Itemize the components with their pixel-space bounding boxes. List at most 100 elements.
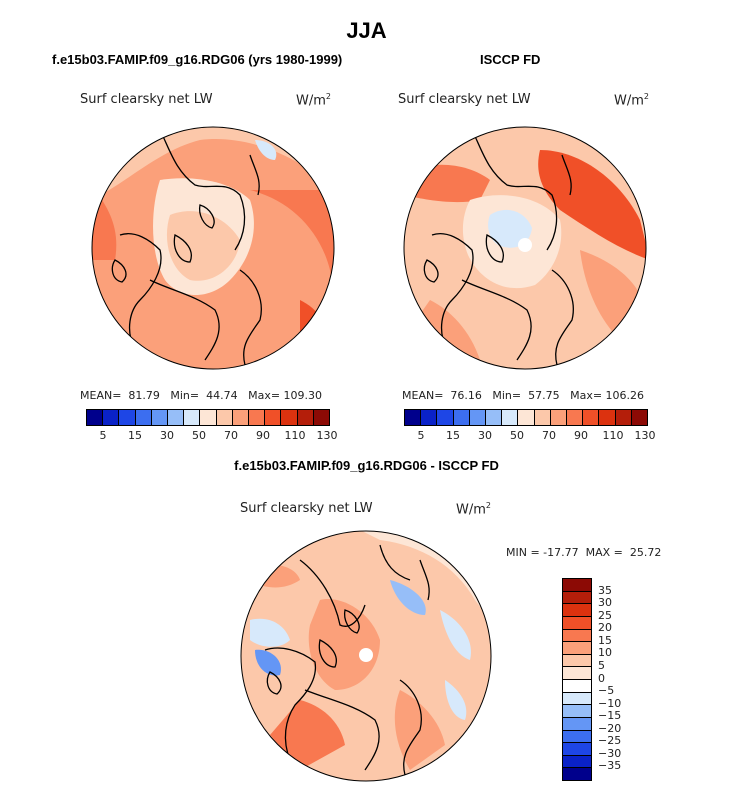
left-colorbar — [86, 409, 330, 426]
colorbar-swatch — [563, 705, 591, 718]
tick-label: −30 — [598, 746, 622, 760]
colorbar-swatch — [563, 730, 591, 744]
tick-label: 20 — [598, 621, 612, 635]
left-units-label: W/m2 — [296, 92, 331, 109]
left-panel-title: f.e15b03.FAMIP.f09_g16.RDG06 (yrs 1980-1… — [52, 52, 343, 67]
colorbar-swatch — [405, 410, 422, 425]
colorbar-swatch — [563, 629, 591, 643]
tick-label: 130 — [634, 429, 656, 442]
difference-colorbar-ticks: 35 30 25 20 15 10 5 0 −5 −10 −15 −20 −25 −30 −35 — [598, 578, 638, 779]
colorbar-swatch — [563, 667, 591, 680]
colorbar-swatch — [563, 642, 591, 655]
figure-title: JJA — [346, 18, 387, 43]
colorbar-swatch — [87, 410, 104, 425]
colorbar-swatch — [232, 410, 250, 425]
colorbar-swatch — [563, 616, 591, 630]
left-stats: MEAN= 81.79 Min= 44.74 Max= 109.30 — [80, 389, 323, 402]
tick-label: −20 — [598, 721, 622, 735]
tick-label: 90 — [574, 429, 588, 442]
colorbar-swatch — [563, 579, 591, 592]
tick-label: 70 — [224, 429, 238, 442]
tick-label: 5 — [99, 429, 107, 442]
tick-label: 110 — [602, 429, 624, 442]
tick-label: −15 — [598, 709, 622, 723]
tick-label: −5 — [598, 684, 615, 698]
right-coastlines — [423, 129, 574, 366]
colorbar-swatch — [119, 410, 136, 425]
colorbar-swatch — [518, 410, 535, 425]
colorbar-swatch — [583, 410, 600, 425]
left-coastlines — [111, 129, 262, 366]
colorbar-swatch — [502, 410, 519, 425]
colorbar-swatch — [486, 410, 503, 425]
colorbar-swatch — [135, 410, 152, 425]
tick-label: −25 — [598, 734, 622, 748]
colorbar-swatch — [297, 410, 314, 425]
colorbar-swatch — [103, 410, 120, 425]
tick-label: 30 — [160, 429, 174, 442]
colorbar-swatch — [453, 410, 470, 425]
difference-colorbar — [562, 578, 592, 781]
difference-coastlines — [264, 544, 430, 776]
colorbar-swatch — [563, 717, 591, 731]
tick-label: 90 — [256, 429, 270, 442]
tick-label: 30 — [598, 596, 612, 610]
right-colorbar — [404, 409, 648, 426]
tick-label: 25 — [598, 608, 612, 622]
tick-label: 50 — [510, 429, 524, 442]
colorbar-swatch — [563, 680, 591, 693]
tick-label: 10 — [598, 646, 612, 660]
colorbar-swatch — [563, 768, 591, 780]
colorbar-swatch — [615, 410, 632, 425]
colorbar-swatch — [631, 410, 648, 425]
colorbar-swatch — [437, 410, 454, 425]
tick-label: 15 — [598, 633, 612, 647]
colorbar-swatch — [599, 410, 616, 425]
colorbar-swatch — [421, 410, 438, 425]
colorbar-swatch — [563, 692, 591, 706]
tick-label: 130 — [316, 429, 338, 442]
bottom-variable-label: Surf clearsky net LW — [240, 501, 373, 516]
colorbar-swatch — [563, 743, 591, 756]
tick-label: 15 — [128, 429, 142, 442]
colorbar-swatch — [534, 410, 551, 425]
bottom-panel-title: f.e15b03.FAMIP.f09_g16.RDG06 - ISCCP FD — [234, 458, 499, 473]
tick-label: 0 — [598, 671, 605, 685]
colorbar-swatch — [265, 410, 282, 425]
colorbar-swatch — [281, 410, 298, 425]
tick-label: 5 — [598, 658, 605, 672]
colorbar-swatch — [168, 410, 185, 425]
colorbar-swatch — [563, 755, 591, 769]
colorbar-swatch — [313, 410, 330, 425]
tick-label: 5 — [417, 429, 425, 442]
colorbar-swatch — [563, 591, 591, 605]
colorbar-swatch — [184, 410, 201, 425]
tick-label: 15 — [446, 429, 460, 442]
left-colorbar-ticks: 5 15 30 50 70 90 110 130 — [86, 429, 338, 443]
tick-label: 30 — [478, 429, 492, 442]
left-variable-label: Surf clearsky net LW — [80, 92, 213, 107]
colorbar-swatch — [563, 604, 591, 617]
colorbar-swatch — [249, 410, 266, 425]
tick-label: 35 — [598, 583, 612, 597]
colorbar-swatch — [567, 410, 584, 425]
colorbar-swatch — [151, 410, 169, 425]
tick-label: −35 — [598, 759, 622, 773]
colorbar-swatch — [200, 410, 217, 425]
tick-label: 50 — [192, 429, 206, 442]
difference-stats: MIN = -17.77 MAX = 25.72 — [506, 546, 662, 559]
tick-label: 70 — [542, 429, 556, 442]
right-variable-label: Surf clearsky net LW — [398, 92, 531, 107]
tick-label: −10 — [598, 696, 622, 710]
bottom-units-label: W/m2 — [456, 501, 491, 518]
right-panel-title: ISCCP FD — [480, 52, 541, 67]
right-colorbar-ticks: 5 15 30 50 70 90 110 130 — [404, 429, 656, 443]
right-stats: MEAN= 76.16 Min= 57.75 Max= 106.26 — [402, 389, 645, 402]
colorbar-swatch — [469, 410, 487, 425]
colorbar-swatch — [563, 654, 591, 668]
tick-label: 110 — [284, 429, 306, 442]
colorbar-swatch — [216, 410, 233, 425]
colorbar-swatch — [550, 410, 568, 425]
right-units-label: W/m2 — [614, 92, 649, 109]
